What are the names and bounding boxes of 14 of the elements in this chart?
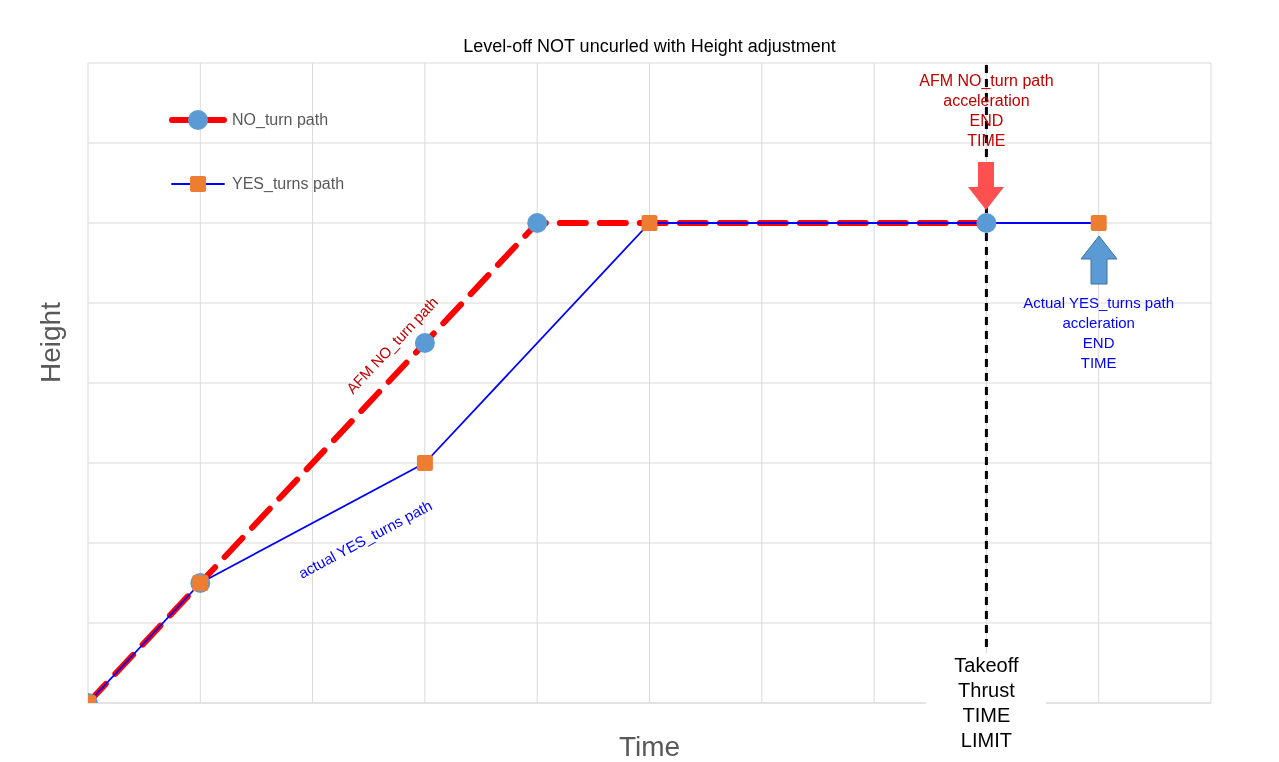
legend-label: NO_turn path [232,111,329,129]
annotation: Takeoff Thrust TIME LIMIT [926,653,1047,753]
legend-label: YES_turns path [232,175,345,193]
point [416,455,433,471]
point [641,215,658,231]
x-axis-title: Time [618,731,681,762]
y-axis-title: Height [34,301,66,383]
point [1090,215,1107,231]
chart-title: Level-off NOT uncurled with Height adjustment [462,36,837,57]
annotation: Actual YES_turns path accleration END TIME [1022,293,1175,373]
text: AFM NO_turn path acceleration END TIME [918,71,1055,151]
point [976,213,997,233]
point [527,213,548,233]
point [414,333,435,353]
